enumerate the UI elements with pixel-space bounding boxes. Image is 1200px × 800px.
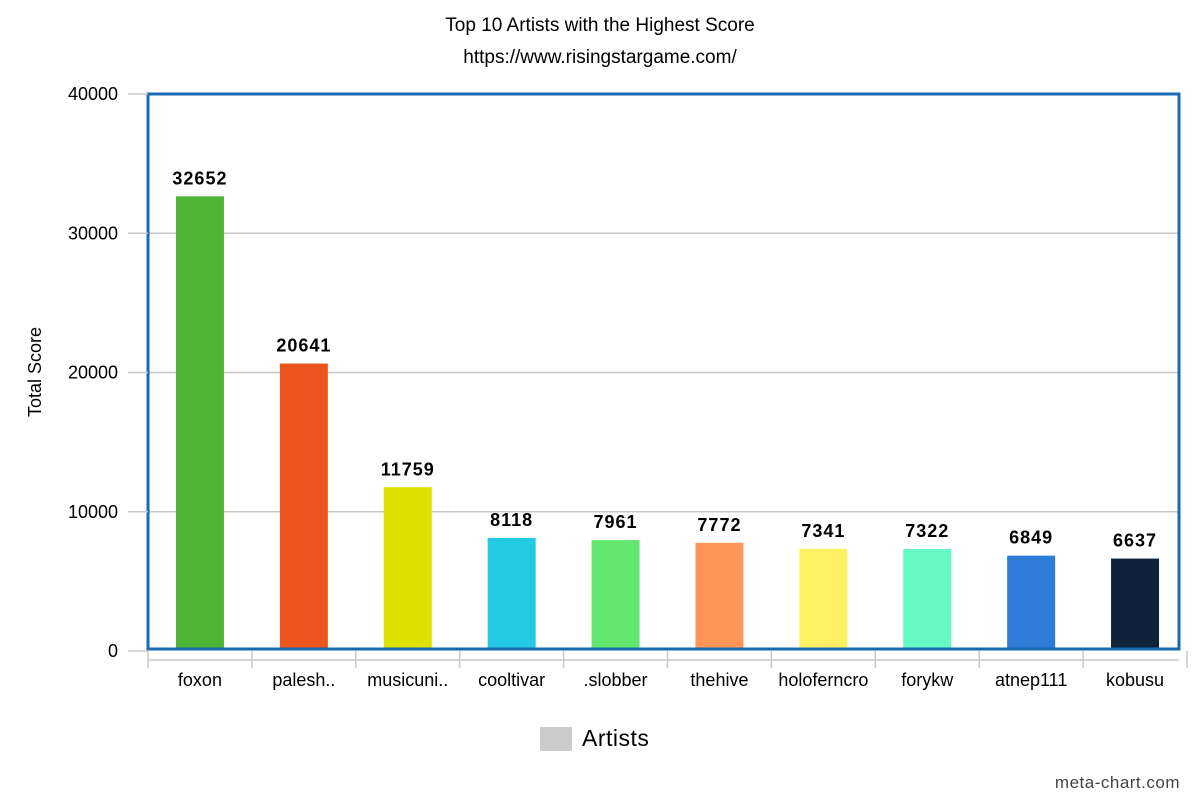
data-label: 20641 (276, 336, 331, 356)
x-tick-label: palesh.. (272, 670, 335, 690)
x-tick-label: .slobber (584, 670, 648, 690)
data-label: 7961 (594, 512, 638, 532)
bar-3 (487, 537, 536, 649)
x-tick-label: forykw (901, 670, 954, 690)
bar-4 (591, 540, 640, 649)
data-label: 32652 (172, 168, 227, 188)
y-axis-label: Total Score (25, 327, 45, 417)
y-axis: 0 10000 20000 30000 40000 (68, 84, 148, 661)
data-label: 6849 (1009, 528, 1053, 548)
x-tick-label: atnep111 (995, 670, 1067, 690)
data-labels: 32652 20641 11759 8118 7961 7772 7341 7322 6849 6… (172, 168, 1157, 551)
x-tick-label: thehive (690, 670, 748, 690)
y-tick-label: 10000 (68, 502, 118, 522)
data-label: 7772 (697, 515, 741, 535)
x-tick-label: cooltivar (478, 670, 545, 690)
bars (175, 196, 1160, 649)
x-tick-label: foxon (178, 670, 222, 690)
plot-frame (146, 92, 1181, 651)
legend-label: Artists (582, 725, 650, 751)
bar-2 (383, 487, 432, 649)
y-tick-label: 20000 (68, 363, 118, 383)
bar-0 (175, 196, 224, 649)
y-tick-label: 30000 (68, 223, 118, 243)
chart-subtitle: https://www.risingstargame.com/ (463, 47, 737, 68)
data-label: 7341 (801, 521, 845, 541)
credit-link[interactable]: meta-chart.com (1054, 773, 1180, 792)
legend-swatch (540, 726, 572, 751)
bar-1 (279, 363, 328, 649)
y-tick-label: 0 (108, 641, 118, 661)
data-label: 7322 (905, 521, 949, 541)
legend: Artists (540, 725, 649, 752)
chart-title: Top 10 Artists with the Highest Score (445, 15, 755, 36)
x-tick-label: musicuni.. (367, 670, 448, 690)
data-label: 6637 (1113, 531, 1157, 551)
x-tick-label: kobusu (1106, 670, 1164, 690)
x-axis: foxon palesh.. musicuni.. cooltivar .slobber… (147, 651, 1188, 690)
bar-7 (903, 549, 952, 649)
y-tick-label: 40000 (68, 84, 118, 104)
data-label: 11759 (381, 459, 435, 479)
bar-6 (799, 548, 848, 649)
data-label: 8118 (490, 510, 533, 530)
bar-8 (1007, 555, 1056, 649)
x-tick-label: holoferncro (778, 670, 868, 690)
bar-9 (1111, 558, 1160, 649)
bar-5 (695, 542, 744, 649)
